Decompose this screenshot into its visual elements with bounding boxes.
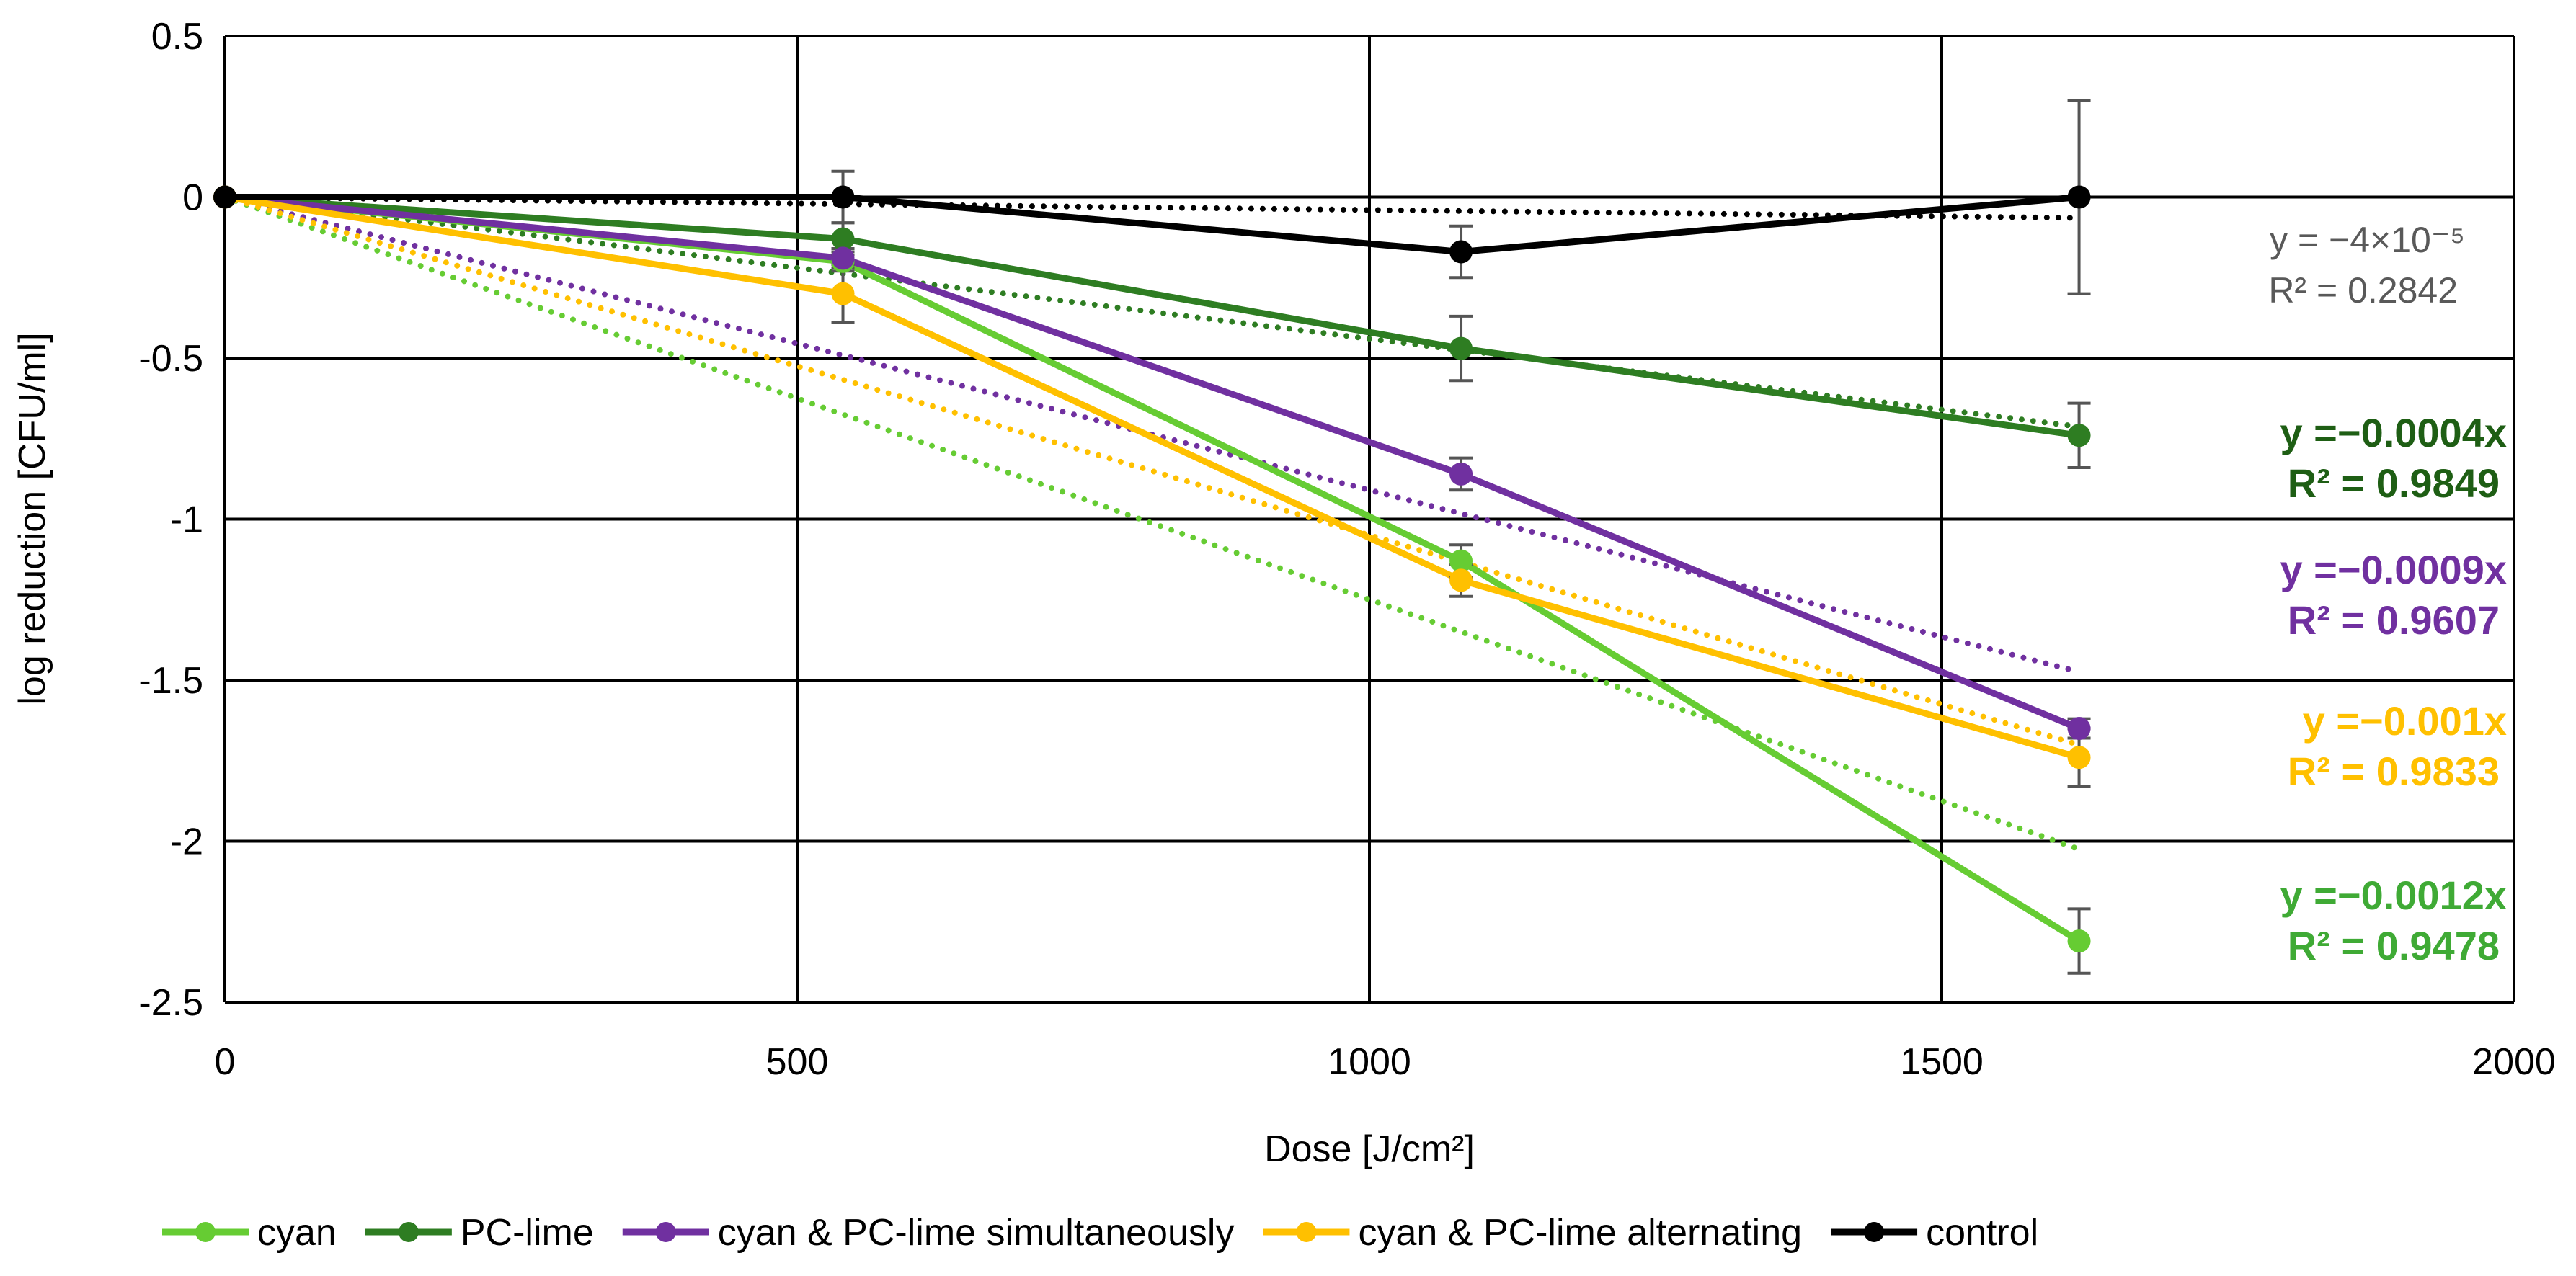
legend-marker bbox=[655, 1222, 676, 1242]
data-point bbox=[2067, 424, 2091, 447]
data-point bbox=[1449, 240, 1473, 264]
y-tick-label: 0 bbox=[182, 177, 203, 219]
legend-marker bbox=[195, 1222, 216, 1242]
legend-marker bbox=[1296, 1222, 1317, 1242]
data-point bbox=[831, 185, 855, 209]
series-lines bbox=[224, 194, 2081, 944]
y-tick-label: -2 bbox=[170, 821, 203, 863]
trend-equation: y = −4×10⁻⁵ bbox=[2270, 220, 2465, 260]
data-point bbox=[2067, 717, 2091, 741]
series-line bbox=[224, 194, 2081, 732]
y-tick-label: -1.5 bbox=[138, 660, 203, 702]
x-tick-label: 0 bbox=[215, 1041, 236, 1083]
series-line bbox=[224, 194, 2080, 761]
legend-label: cyan bbox=[257, 1212, 337, 1254]
data-point bbox=[1449, 462, 1473, 486]
y-tick-label: -2.5 bbox=[138, 982, 203, 1024]
trendline bbox=[222, 194, 2082, 748]
x-tick-label: 1500 bbox=[1900, 1041, 1984, 1083]
x-tick-label: 2000 bbox=[2472, 1041, 2556, 1083]
x-tick-label: 500 bbox=[766, 1041, 829, 1083]
x-axis-label: Dose [J/cm²] bbox=[1264, 1128, 1475, 1170]
trendline bbox=[222, 194, 2082, 430]
trendline bbox=[222, 194, 2082, 221]
trendline bbox=[222, 194, 2082, 852]
y-tick-label: -1 bbox=[170, 499, 203, 541]
data-point bbox=[1449, 336, 1473, 360]
tick-labels: 0.5 0 -0.5 -1 -1.5 -2 -2.5 0 500 1000 1500 2000 bbox=[138, 16, 2555, 1083]
series-line bbox=[225, 194, 2079, 255]
data-point bbox=[213, 185, 236, 209]
series-line bbox=[224, 194, 2081, 944]
y-tick-label: 0.5 bbox=[151, 16, 203, 58]
legend-label: control bbox=[1926, 1212, 2038, 1254]
legend-marker bbox=[1864, 1222, 1885, 1242]
series-line bbox=[224, 194, 2080, 439]
legend-marker bbox=[398, 1222, 419, 1242]
trend-r-squared: R² = 0.9849 bbox=[2288, 460, 2500, 506]
data-point bbox=[2067, 185, 2091, 209]
x-tick-label: 1000 bbox=[1328, 1041, 1411, 1083]
trend-equation: y =−0.001x bbox=[2303, 698, 2507, 744]
trend-r-squared: R² = 0.9833 bbox=[2288, 749, 2500, 794]
y-axis-label: log reduction [CFU/ml] bbox=[12, 332, 53, 705]
trend-equation: y =−0.0004x bbox=[2280, 410, 2507, 455]
trend-equation: y =−0.0009x bbox=[2280, 547, 2507, 592]
data-points bbox=[213, 185, 2091, 953]
trend-r-squared: R² = 0.9478 bbox=[2288, 923, 2500, 968]
trend-r-squared: R² = 0.2842 bbox=[2268, 270, 2458, 311]
trend-r-squared: R² = 0.9607 bbox=[2288, 597, 2500, 643]
legend-label: PC-lime bbox=[461, 1212, 594, 1254]
trend-equations: y = −4×10⁻⁵ R² = 0.2842 y =−0.0004x R² = 0.… bbox=[2268, 220, 2507, 968]
y-tick-label: -0.5 bbox=[138, 338, 203, 380]
data-point bbox=[1449, 549, 1473, 573]
data-point bbox=[831, 246, 855, 270]
data-point bbox=[1449, 568, 1473, 592]
legend-label: cyan & PC-lime simultaneously bbox=[718, 1212, 1235, 1254]
data-point bbox=[2067, 746, 2091, 769]
data-point bbox=[831, 282, 855, 305]
legend-label: cyan & PC-lime alternating bbox=[1358, 1212, 1802, 1254]
data-point bbox=[831, 227, 855, 251]
trend-equation: y =−0.0012x bbox=[2280, 873, 2507, 918]
data-point bbox=[2067, 929, 2091, 953]
legend: cyan PC-lime cyan & PC-lime simultaneously… bbox=[162, 1212, 2038, 1254]
